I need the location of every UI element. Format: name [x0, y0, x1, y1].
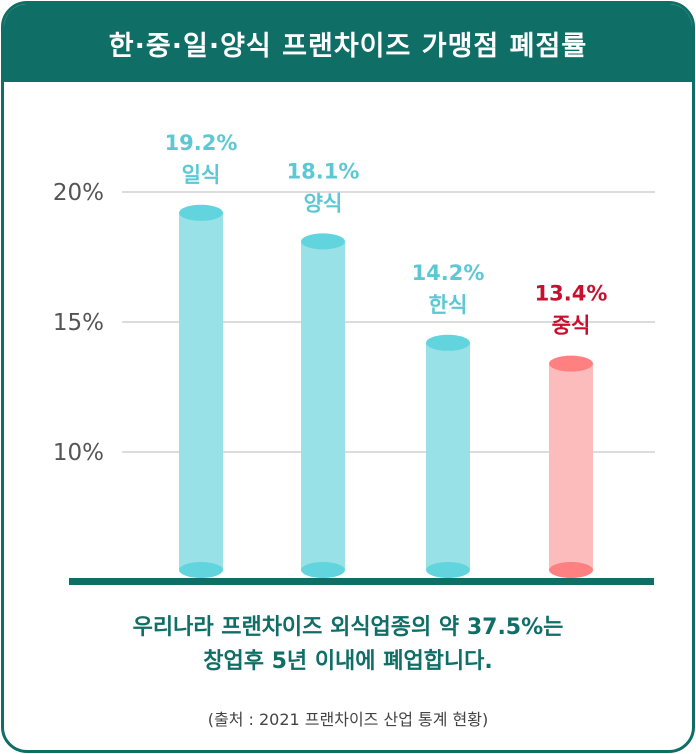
bar-category-label: 중식	[552, 314, 591, 338]
bar-value-label: 18.1%	[287, 159, 360, 183]
y-tick-label: 20%	[53, 180, 104, 206]
bars	[179, 204, 593, 578]
bar-4	[549, 355, 593, 578]
bar-labels: 19.2% 일식 18.1% 양식 14.2% 한식 13.4% 중식	[165, 131, 608, 338]
bar-chart: 10% 15% 20% 19.2% 일식 18.1% 양식 14.2% 한식 13.4% 중식	[53, 131, 655, 585]
y-tick-label: 15%	[53, 310, 104, 336]
bar-top-cap	[301, 233, 345, 250]
x-axis-baseline	[69, 578, 654, 585]
summary-caption: 우리나라 프랜차이즈 외식업종의 약 37.5%는 창업후 5년 이내에 폐업합…	[4, 611, 692, 679]
bar-value-label: 19.2%	[165, 131, 238, 155]
source-note: (출처 : 2021 프랜차이즈 산업 통계 현황)	[207, 710, 489, 729]
bar-category-label: 한식	[429, 293, 468, 317]
bar-1	[179, 204, 223, 578]
bar-bottom-cap	[179, 562, 223, 578]
bar-bottom-cap	[426, 562, 470, 578]
bar-top-cap	[549, 355, 593, 372]
bar-value-label: 14.2%	[412, 261, 485, 285]
bar-3	[426, 334, 470, 578]
bar-body	[301, 241, 345, 570]
bar-top-cap	[426, 334, 470, 351]
caption-line-1: 우리나라 프랜차이즈 외식업종의 약 37.5%는	[132, 615, 564, 640]
title-banner: 한·중·일·양식 프랜차이즈 가맹점 폐점률	[4, 4, 692, 82]
bar-category-label: 양식	[304, 191, 343, 215]
bar-body	[426, 342, 470, 570]
chart-title: 한·중·일·양식 프랜차이즈 가맹점 폐점률	[108, 30, 588, 62]
y-tick-label: 10%	[53, 440, 104, 466]
y-axis-ticks: 10% 15% 20%	[53, 180, 104, 466]
bar-top-cap	[179, 204, 223, 221]
bar-bottom-cap	[301, 562, 345, 578]
bar-body	[549, 363, 593, 570]
bar-body	[179, 212, 223, 571]
bar-bottom-cap	[549, 562, 593, 578]
caption-line-2: 창업후 5년 이내에 폐업합니다.	[203, 649, 493, 674]
bar-category-label: 일식	[182, 163, 221, 187]
bar-value-label: 13.4%	[535, 282, 608, 306]
bar-2	[301, 233, 345, 578]
